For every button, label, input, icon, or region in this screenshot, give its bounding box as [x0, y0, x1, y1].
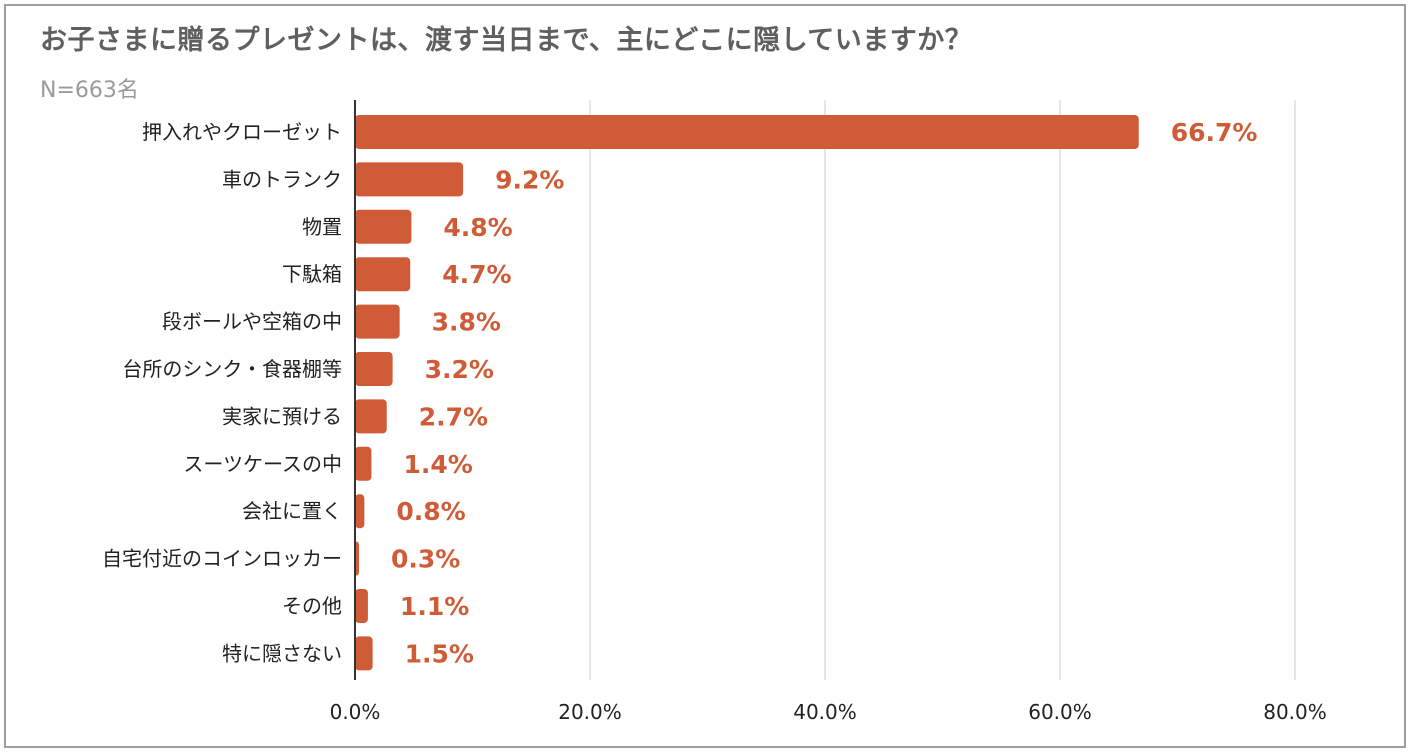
category-label: 会社に置く: [242, 499, 342, 523]
category-label: 下駄箱: [282, 262, 342, 286]
gridlines: [589, 100, 1296, 680]
x-tick-label: 60.0%: [1028, 700, 1092, 724]
x-tick-label: 80.0%: [1263, 700, 1327, 724]
category-labels: 押入れやクローゼット車のトランク物置下駄箱段ボールや空箱の中台所のシンク・食器棚…: [102, 120, 342, 665]
category-label: 物置: [302, 215, 342, 239]
data-label: 3.8%: [432, 308, 501, 337]
data-label: 1.5%: [405, 639, 474, 668]
category-label: 自宅付近のコインロッカー: [102, 547, 342, 571]
bar: [355, 209, 412, 244]
category-label: 実家に預ける: [222, 404, 342, 428]
category-label: その他: [282, 594, 342, 618]
data-label: 0.3%: [391, 545, 460, 574]
data-label: 4.8%: [443, 213, 512, 242]
bars: [355, 115, 1139, 671]
data-label: 66.7%: [1171, 118, 1258, 147]
category-label: 台所のシンク・食器棚等: [122, 357, 342, 381]
x-tick-label: 20.0%: [558, 700, 622, 724]
data-labels: 66.7% 9.2% 4.8% 4.7% 3.8% 3.2% 2.7% 1.4% 0.8% 0.3…: [391, 118, 1257, 668]
data-label: 1.4%: [403, 450, 472, 479]
bar: [355, 304, 400, 339]
bar: [355, 352, 393, 386]
data-label: 1.1%: [400, 592, 469, 621]
x-tick-label: 40.0%: [793, 700, 857, 724]
category-label: 車のトランク: [222, 167, 342, 191]
data-label: 0.8%: [396, 497, 465, 526]
chart-subtitle: N=663名: [40, 78, 139, 103]
bar: [355, 115, 1139, 149]
x-tick-label: 0.0%: [330, 700, 381, 724]
data-label: 2.7%: [419, 402, 488, 431]
data-label: 4.7%: [442, 260, 511, 289]
bar: [355, 494, 365, 529]
category-label: スーツケースの中: [183, 452, 342, 476]
category-label: 特に隠さない: [222, 641, 342, 665]
bar: [355, 162, 464, 197]
category-label: 段ボールや空箱の中: [162, 310, 342, 334]
x-axis-tick-labels: 0.0% 20.0% 40.0% 60.0% 80.0%: [330, 700, 1327, 724]
data-label: 3.2%: [425, 355, 494, 384]
category-label: 押入れやクローゼット: [142, 120, 342, 144]
bar: [355, 257, 411, 292]
data-label: 9.2%: [495, 165, 564, 194]
bar: [355, 399, 387, 434]
bar: [355, 636, 373, 671]
bar: [355, 446, 372, 481]
bar: [355, 589, 368, 623]
chart-title: お子さまに贈るプレゼントは、渡す当日まで、主にどこに隠していますか？: [40, 25, 973, 56]
